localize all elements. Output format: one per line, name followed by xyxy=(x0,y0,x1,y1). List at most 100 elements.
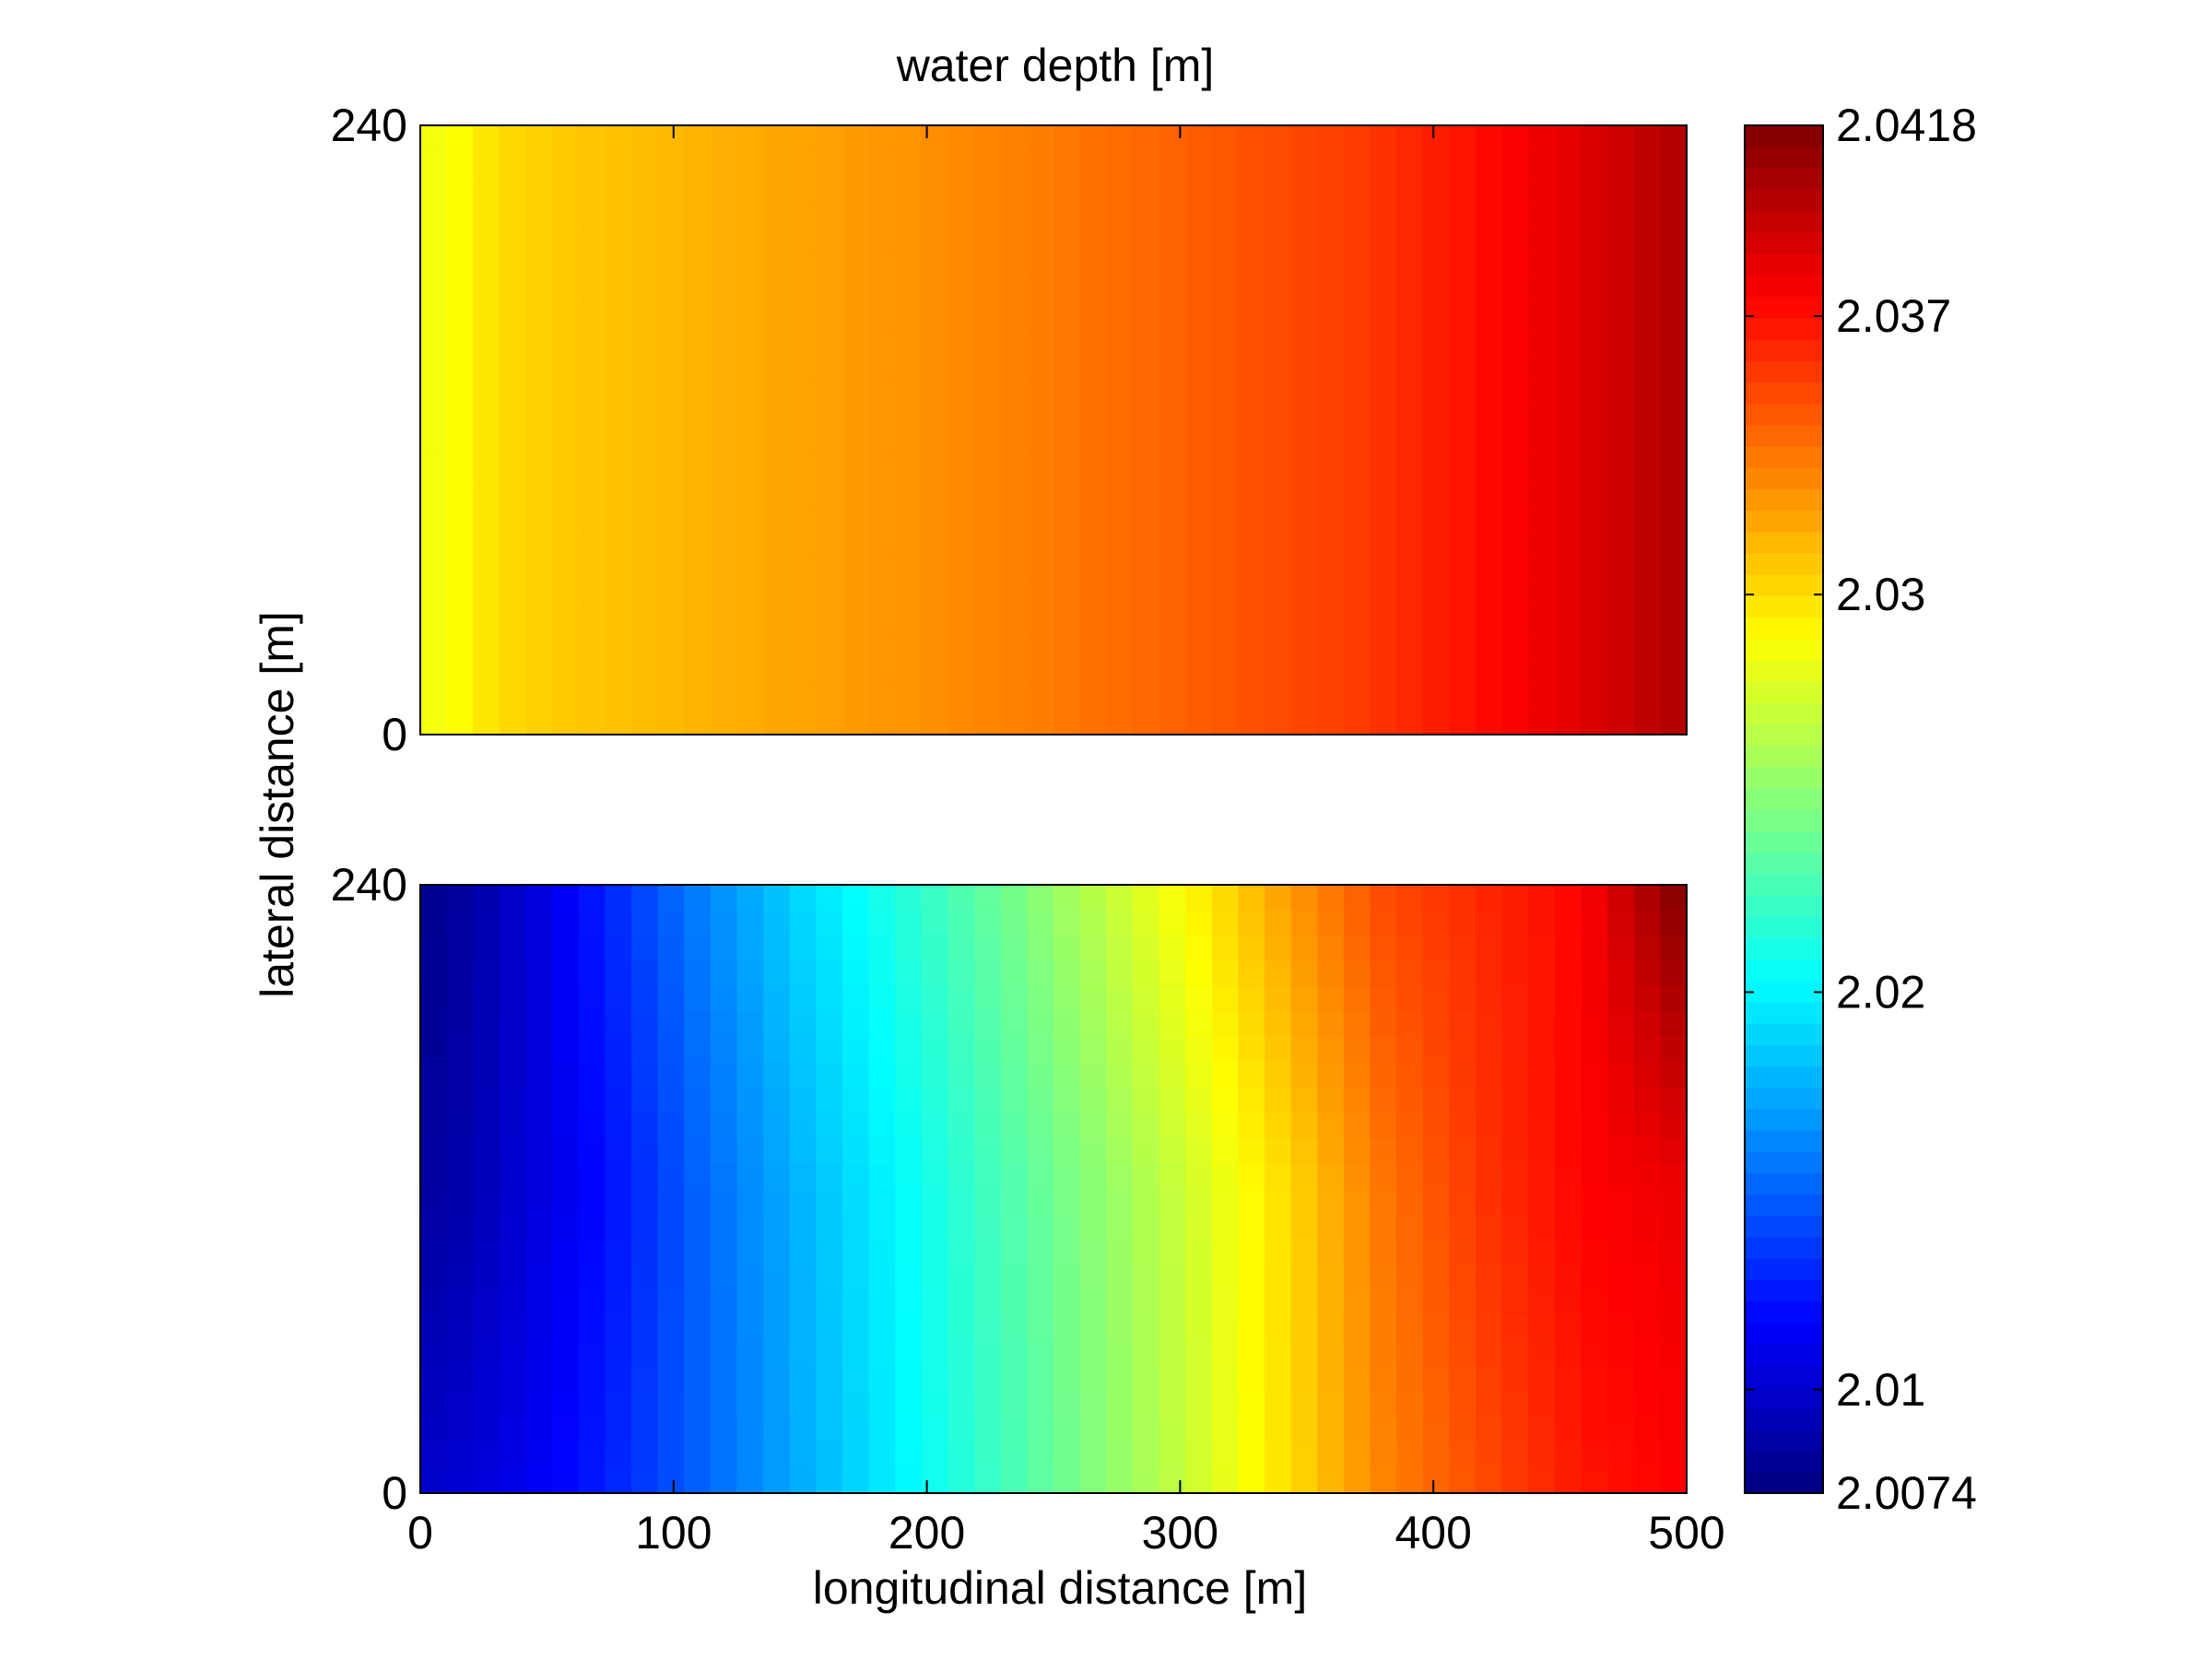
heat-cell xyxy=(1343,480,1371,507)
heat-cell xyxy=(842,1011,870,1038)
heat-cell xyxy=(1079,1265,1108,1291)
heat-cell xyxy=(1027,935,1054,962)
heat-cell xyxy=(1079,1240,1108,1266)
heat-cell xyxy=(446,1138,475,1165)
heat-cell xyxy=(974,1467,1002,1494)
heat-cell xyxy=(947,328,975,355)
heat-cell xyxy=(578,455,606,482)
heat-cell xyxy=(1053,480,1081,507)
heat-cell xyxy=(1159,1341,1186,1368)
heat-cell xyxy=(1211,1442,1240,1469)
heat-cell xyxy=(1396,632,1424,660)
heat-cell xyxy=(446,1265,475,1291)
heat-cell xyxy=(736,1088,764,1114)
heat-cell xyxy=(789,607,818,634)
heat-cell xyxy=(868,1442,897,1469)
heat-cell xyxy=(947,1062,975,1088)
heat-cell xyxy=(1238,1062,1265,1088)
heat-cell xyxy=(1422,328,1451,355)
heat-cell xyxy=(657,252,686,279)
heat-cell xyxy=(1000,1290,1029,1317)
heat-cell xyxy=(1554,1417,1583,1443)
colorbar-segment xyxy=(1745,1215,1823,1238)
heat-cell xyxy=(1317,1392,1345,1418)
heat-cell xyxy=(578,986,606,1013)
heat-cell xyxy=(1633,455,1662,482)
heat-cell xyxy=(895,1189,923,1216)
colorbar-segment xyxy=(1745,488,1823,512)
heat-cell xyxy=(1132,607,1160,634)
heat-cell xyxy=(1449,683,1477,711)
heat-cell xyxy=(684,429,712,456)
colorbar-segment xyxy=(1745,1279,1823,1302)
heat-cell xyxy=(1185,582,1213,609)
heat-cell xyxy=(1476,227,1503,253)
heat-cell xyxy=(763,252,791,279)
heat-cell xyxy=(420,201,448,228)
heat-cell xyxy=(1660,910,1688,936)
heat-cell xyxy=(578,302,606,330)
heat-cell xyxy=(631,1062,659,1088)
heat-cell xyxy=(895,1417,923,1443)
heat-cell xyxy=(789,1163,818,1190)
heat-cell xyxy=(974,328,1002,355)
heat-cell xyxy=(1476,353,1503,381)
heat-cell xyxy=(1476,480,1503,507)
heat-cell xyxy=(1238,607,1265,634)
heat-cell xyxy=(1290,1112,1319,1139)
heat-cell xyxy=(1554,201,1583,228)
heat-cell xyxy=(1159,1392,1186,1418)
heat-cell xyxy=(1159,429,1186,456)
heat-cell xyxy=(1053,1011,1081,1038)
heat-cell xyxy=(1633,885,1662,912)
heat-cell xyxy=(763,1037,791,1064)
heat-cell xyxy=(446,683,475,711)
heat-cell xyxy=(1053,557,1081,583)
heat-cell xyxy=(1079,302,1108,330)
heat-cell xyxy=(947,201,975,228)
heat-cell xyxy=(1501,1467,1530,1494)
heat-cell xyxy=(736,1011,764,1038)
heat-cell xyxy=(1211,1011,1240,1038)
heat-cell xyxy=(816,1417,843,1443)
heat-cell xyxy=(1370,252,1397,279)
heat-cell xyxy=(1159,1467,1186,1494)
heat-cell xyxy=(868,1467,897,1494)
heat-cell xyxy=(1528,429,1556,456)
heat-cell xyxy=(1581,1138,1608,1165)
heat-cell xyxy=(1343,1189,1371,1216)
heat-cell xyxy=(1396,658,1424,685)
heat-cell xyxy=(1660,353,1688,381)
heat-cell xyxy=(1449,429,1477,456)
heat-cell xyxy=(1370,658,1397,685)
heat-cell xyxy=(1449,1112,1477,1139)
heat-cell xyxy=(1581,1366,1608,1393)
heat-cell xyxy=(631,1265,659,1291)
heat-cell xyxy=(1396,302,1424,330)
heat-cell xyxy=(1476,1366,1503,1393)
heat-cell xyxy=(1581,910,1608,936)
heat-cell xyxy=(895,480,923,507)
heat-cell xyxy=(736,1341,764,1368)
heat-cell xyxy=(1633,1163,1662,1190)
heat-cell xyxy=(895,1341,923,1368)
heat-cell xyxy=(895,1265,923,1291)
heat-cell xyxy=(525,379,553,406)
heat-cell xyxy=(499,506,527,533)
heat-cell xyxy=(921,1138,949,1165)
heat-cell xyxy=(947,709,975,735)
heat-cell xyxy=(473,379,500,406)
heat-cell xyxy=(816,506,843,533)
heat-cell xyxy=(1501,557,1530,583)
heat-cell xyxy=(816,658,843,685)
heat-cell xyxy=(1581,1240,1608,1266)
heat-cell xyxy=(1317,379,1345,406)
heat-cell xyxy=(1449,1037,1477,1064)
heat-cell xyxy=(1660,1467,1688,1494)
heat-cell xyxy=(1000,506,1029,533)
heat-cell xyxy=(1290,658,1319,685)
heat-cell xyxy=(1554,531,1583,559)
heat-cell xyxy=(552,302,580,330)
heat-cell xyxy=(631,1088,659,1114)
heat-cell xyxy=(473,1442,500,1469)
